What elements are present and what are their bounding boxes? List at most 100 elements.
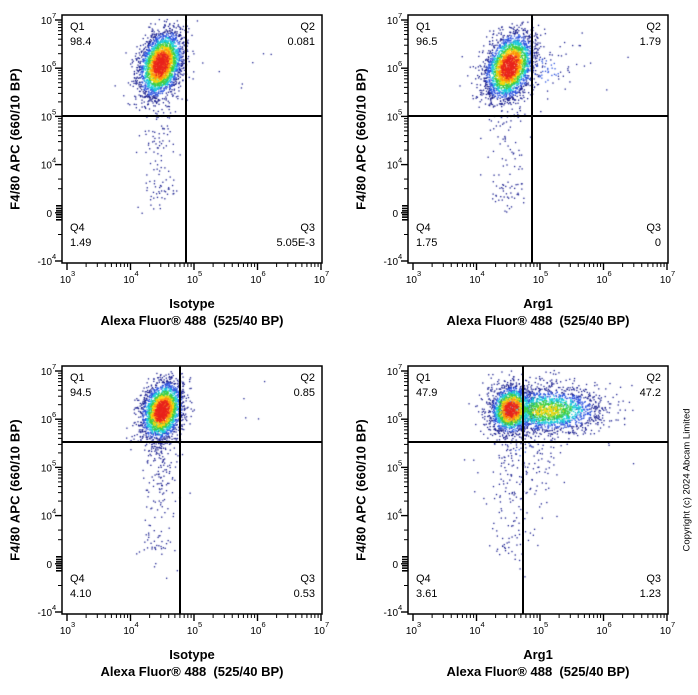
svg-text:4: 4	[398, 156, 402, 165]
quadrant-gate-vertical	[184, 15, 187, 263]
x-axis-label-marker: Isotype	[169, 296, 215, 311]
quadrant-percentage: 47.2	[639, 387, 661, 399]
quadrant-label-q3: Q3 1.23	[640, 572, 661, 602]
svg-text:6: 6	[608, 620, 612, 629]
svg-text:10: 10	[187, 626, 199, 637]
svg-text:3: 3	[71, 620, 75, 629]
svg-text:6: 6	[52, 59, 56, 68]
svg-text:7: 7	[325, 620, 329, 629]
quadrant-percentage: 47.9	[416, 387, 438, 399]
x-axis-label-marker: Arg1	[523, 647, 553, 662]
svg-text:-10: -10	[38, 257, 53, 268]
quadrant-name: Q4	[416, 222, 431, 234]
quadrant-percentage: 96.5	[416, 36, 438, 48]
quadrant-percentage: 1.79	[639, 36, 661, 48]
svg-text:5: 5	[52, 107, 56, 116]
quadrant-gate-vertical	[522, 366, 525, 614]
svg-text:6: 6	[398, 59, 402, 68]
quadrant-percentage: 1.49	[70, 237, 92, 249]
svg-text:5: 5	[198, 620, 202, 629]
svg-text:0: 0	[392, 560, 398, 571]
x-axis-label-fluorophore: Alexa Fluor® 488 (525/40 BP)	[446, 313, 630, 328]
quadrant-name: Q3	[646, 222, 661, 234]
quadrant-percentage: 1.75	[416, 237, 438, 249]
quadrant-percentage: 94.5	[70, 387, 92, 399]
x-axis-label-marker: Arg1	[523, 296, 553, 311]
svg-text:10: 10	[314, 626, 326, 637]
svg-text:10: 10	[387, 64, 399, 75]
svg-text:10: 10	[469, 626, 481, 637]
quadrant-percentage: 0.081	[287, 36, 315, 48]
svg-text:10: 10	[60, 275, 72, 286]
x-axis-label-fluorophore: Alexa Fluor® 488 (525/40 BP)	[446, 664, 630, 679]
svg-text:3: 3	[417, 269, 421, 278]
svg-text:7: 7	[398, 362, 402, 371]
flow-plot-isotype-top: F4/80 APC (660/10 BP) Isotype Alexa Fluor®…	[0, 0, 349, 344]
quadrant-percentage: 0.53	[293, 588, 315, 600]
svg-text:4: 4	[481, 620, 485, 629]
quadrant-label-q4: Q4 3.61	[416, 572, 437, 602]
quadrant-percentage: 5.05E-3	[276, 237, 315, 249]
svg-text:10: 10	[469, 275, 481, 286]
svg-text:4: 4	[52, 603, 56, 612]
svg-text:6: 6	[52, 410, 56, 419]
quadrant-percentage: 0.85	[293, 387, 315, 399]
svg-text:10: 10	[660, 626, 672, 637]
svg-text:4: 4	[52, 156, 56, 165]
quadrant-percentage: 98.4	[70, 36, 92, 48]
svg-text:10: 10	[596, 275, 608, 286]
svg-text:7: 7	[671, 620, 675, 629]
quadrant-percentage: 3.61	[416, 588, 438, 600]
svg-text:10: 10	[387, 512, 399, 523]
svg-text:10: 10	[41, 16, 53, 27]
svg-text:3: 3	[417, 620, 421, 629]
svg-text:10: 10	[250, 275, 262, 286]
quadrant-name: Q2	[646, 372, 661, 384]
quadrant-name: Q2	[300, 372, 315, 384]
quadrant-percentage: 4.10	[70, 588, 92, 600]
svg-text:10: 10	[41, 161, 53, 172]
quadrant-label-q2: Q2 0.85	[294, 371, 315, 401]
svg-text:10: 10	[387, 16, 399, 27]
svg-text:10: 10	[596, 626, 608, 637]
svg-text:6: 6	[608, 269, 612, 278]
svg-text:7: 7	[325, 269, 329, 278]
density-scatter	[62, 15, 322, 263]
svg-text:10: 10	[314, 275, 326, 286]
quadrant-label-q4: Q4 1.75	[416, 221, 437, 251]
svg-text:4: 4	[52, 507, 56, 516]
quadrant-label-q1: Q1 94.5	[70, 371, 91, 401]
quadrant-gate-vertical	[530, 15, 533, 263]
quadrant-name: Q3	[646, 573, 661, 585]
quadrant-label-q3: Q3 5.05E-3	[276, 221, 315, 251]
quadrant-name: Q2	[646, 21, 661, 33]
svg-text:10: 10	[41, 463, 53, 474]
svg-text:-10: -10	[384, 257, 399, 268]
quadrant-label-q1: Q1 47.9	[416, 371, 437, 401]
svg-text:-10: -10	[38, 608, 53, 619]
quadrant-label-q2: Q2 47.2	[640, 371, 661, 401]
svg-text:4: 4	[398, 603, 402, 612]
quadrant-label-q4: Q4 1.49	[70, 221, 91, 251]
svg-text:0: 0	[46, 209, 52, 220]
quadrant-label-q3: Q3 0	[646, 221, 661, 251]
svg-text:10: 10	[387, 112, 399, 123]
quadrant-name: Q3	[300, 222, 315, 234]
quadrant-label-q2: Q2 0.081	[287, 20, 315, 50]
x-axis-label-fluorophore: Alexa Fluor® 488 (525/40 BP)	[100, 313, 284, 328]
svg-text:7: 7	[671, 269, 675, 278]
quadrant-label-q1: Q1 96.5	[416, 20, 437, 50]
svg-text:6: 6	[398, 410, 402, 419]
svg-text:4: 4	[398, 507, 402, 516]
svg-text:10: 10	[387, 463, 399, 474]
quadrant-name: Q1	[70, 372, 85, 384]
svg-text:4: 4	[52, 252, 56, 261]
svg-text:10: 10	[41, 512, 53, 523]
quadrant-gate-vertical	[179, 366, 182, 614]
quadrant-name: Q4	[416, 573, 431, 585]
svg-text:5: 5	[198, 269, 202, 278]
svg-text:5: 5	[544, 620, 548, 629]
quadrant-gate-horizontal	[408, 441, 668, 444]
